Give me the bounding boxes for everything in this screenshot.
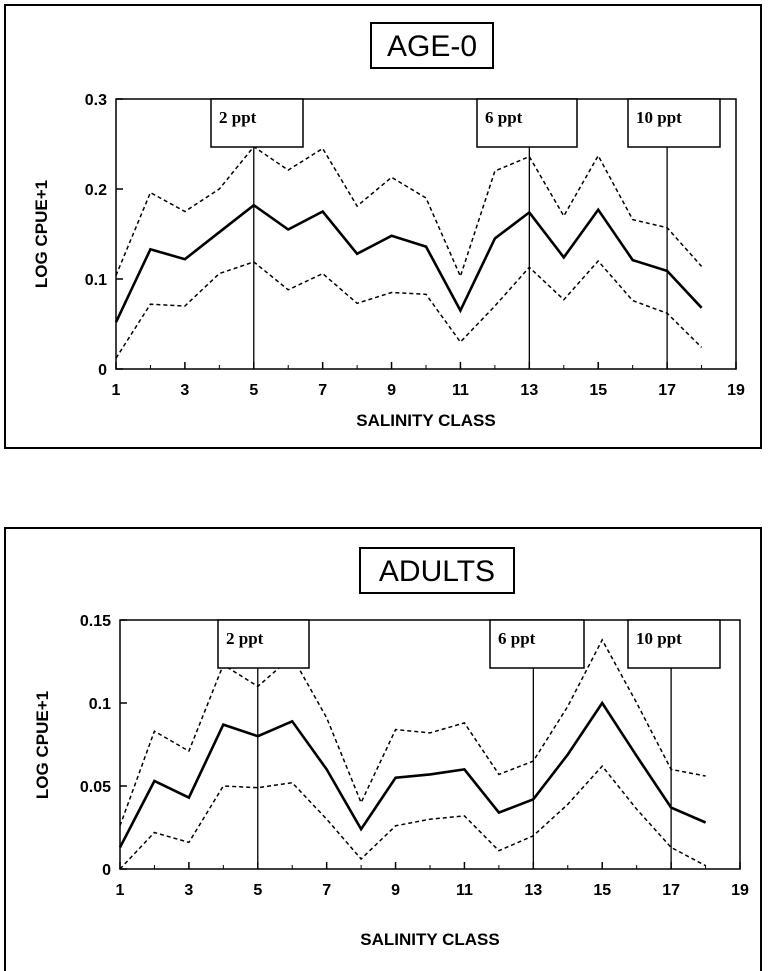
age0-panel xyxy=(4,4,762,449)
age0-y-tick-label: 0 xyxy=(98,362,107,379)
age0-annotation-box xyxy=(627,98,721,148)
age0-x-tick-label: 1 xyxy=(112,382,121,399)
age0-x-tick-label: 11 xyxy=(452,382,469,399)
age0-confidence-line xyxy=(115,145,703,279)
adults-y-tick-label: 0.1 xyxy=(89,696,111,713)
adults-annotation-label: 2 ppt xyxy=(226,629,264,648)
adults-x-axis-label: SALINITY CLASS xyxy=(360,930,499,949)
age0-x-tick-label: 15 xyxy=(589,382,607,399)
adults-x-tick-label: 19 xyxy=(731,882,749,899)
adults-y-tick-label: 0.05 xyxy=(80,779,111,796)
age0-annotation-box xyxy=(210,98,304,148)
age0-annotation-box xyxy=(476,98,578,148)
age0-x-tick-label: 7 xyxy=(318,382,327,399)
age0-annotation-label: 2 ppt xyxy=(219,108,257,127)
age0-x-tick-label: 17 xyxy=(658,382,676,399)
adults-panel xyxy=(4,527,762,971)
adults-x-tick-label: 7 xyxy=(322,882,331,899)
adults-x-tick-label: 9 xyxy=(391,882,400,899)
adults-y-tick-label: 0 xyxy=(102,862,111,879)
adults-title: ADULTS xyxy=(379,555,495,588)
adults-title-box xyxy=(359,547,515,594)
adults-y-tick-label: 0.15 xyxy=(80,613,111,630)
adults-x-tick-label: 3 xyxy=(184,882,193,899)
adults-annotation-box xyxy=(489,619,585,669)
adults-x-tick-label: 15 xyxy=(593,882,611,899)
age0-y-tick-label: 0.3 xyxy=(85,92,107,109)
adults-x-tick-label: 13 xyxy=(524,882,542,899)
age0-x-axis-label: SALINITY CLASS xyxy=(356,411,495,430)
adults-x-tick-label: 5 xyxy=(253,882,262,899)
adults-annotation-box xyxy=(627,619,721,669)
adults-annotation-label: 10 ppt xyxy=(636,629,682,648)
age0-y-tick-label: 0.1 xyxy=(85,272,107,289)
age0-x-tick-label: 9 xyxy=(387,382,396,399)
adults-x-tick-label: 11 xyxy=(456,882,473,899)
age0-confidence-line xyxy=(115,259,703,359)
age0-x-tick-label: 19 xyxy=(727,382,745,399)
adults-confidence-line xyxy=(119,638,706,827)
age0-title: AGE-0 xyxy=(387,30,477,63)
age0-y-tick-label: 0.2 xyxy=(85,182,107,199)
adults-x-tick-label: 17 xyxy=(662,882,680,899)
adults-confidence-line xyxy=(119,764,706,870)
adults-annotation-box xyxy=(217,619,310,669)
adults-mean-line xyxy=(118,700,707,848)
age0-x-tick-label: 5 xyxy=(249,382,258,399)
age0-title-box xyxy=(370,22,494,69)
adults-annotation-label: 6 ppt xyxy=(498,629,536,648)
adults-y-axis-label: LOG CPUE+1 xyxy=(33,691,52,799)
age0-x-tick-label: 3 xyxy=(180,382,189,399)
age0-y-axis-label: LOG CPUE+1 xyxy=(32,180,51,288)
age0-x-tick-label: 13 xyxy=(520,382,538,399)
age0-annotation-label: 6 ppt xyxy=(485,108,523,127)
age0-mean-line xyxy=(114,203,703,323)
adults-x-tick-label: 1 xyxy=(116,882,125,899)
age0-annotation-label: 10 ppt xyxy=(636,108,682,127)
